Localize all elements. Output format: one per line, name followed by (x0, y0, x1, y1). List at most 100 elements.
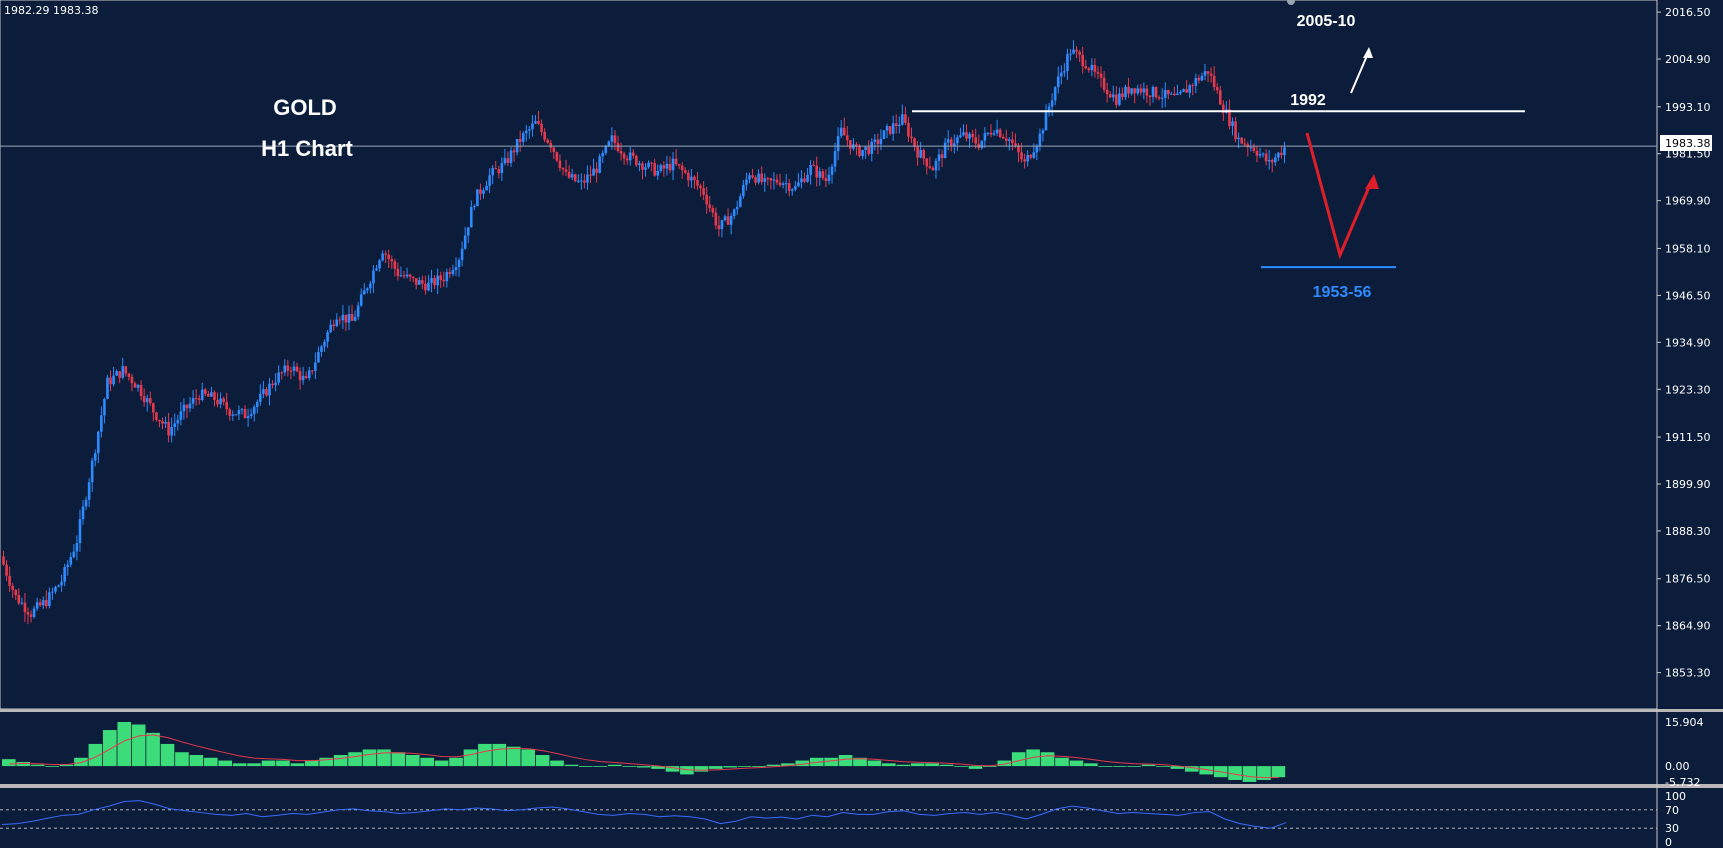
candle (971, 129, 974, 143)
macd-bar (391, 752, 406, 767)
candle (234, 414, 238, 416)
candle (888, 126, 892, 136)
candle (1163, 82, 1167, 108)
candle (366, 287, 369, 294)
macd-bar (30, 764, 45, 767)
candle (445, 268, 449, 288)
candle (528, 126, 531, 139)
macd-tick-label: -5.732 (1665, 776, 1700, 789)
candle (653, 158, 656, 177)
candle (589, 165, 592, 183)
price-tick-label: 1923.30 (1665, 383, 1711, 396)
candle (191, 390, 195, 409)
candle (506, 151, 510, 166)
macd-bar (867, 760, 882, 767)
candle (356, 301, 360, 320)
candle (683, 167, 687, 175)
macd-bar (261, 760, 276, 767)
candle (399, 266, 403, 278)
candle (176, 414, 180, 431)
candle (687, 169, 690, 187)
candle (421, 275, 424, 290)
candle (87, 478, 91, 507)
candle (907, 116, 910, 143)
macd-bar (954, 766, 968, 767)
macd-bar (362, 749, 377, 767)
candle (243, 405, 247, 419)
candle (772, 172, 776, 190)
candle (613, 129, 617, 151)
candle (390, 255, 394, 269)
candle (1157, 95, 1161, 101)
candle (616, 135, 620, 153)
candle (735, 200, 739, 215)
macd-bar (694, 766, 709, 772)
candle (925, 157, 929, 175)
candle (650, 161, 653, 172)
candle (1124, 84, 1127, 101)
rsi-tick-label: 30 (1665, 822, 1679, 835)
candle (1160, 88, 1164, 109)
scroll-marker[interactable] (1287, 0, 1295, 5)
candle (989, 124, 993, 138)
candle (338, 316, 342, 325)
candle (1139, 84, 1143, 96)
candle (66, 560, 70, 576)
macd-bar (45, 766, 59, 767)
candle (745, 172, 748, 191)
candle (448, 267, 452, 278)
macd-bar (1242, 766, 1257, 782)
candle (106, 374, 109, 400)
macd-bar (319, 757, 334, 767)
candle (136, 384, 140, 392)
candle (827, 167, 831, 185)
macd-bar (939, 764, 954, 767)
candle (1206, 70, 1210, 83)
candle (341, 305, 345, 330)
macd-bar (59, 764, 74, 767)
macd-bar (1170, 766, 1185, 769)
candle (1280, 145, 1283, 159)
macd-bar (218, 760, 233, 767)
candle (237, 405, 241, 421)
candle (246, 408, 250, 427)
candle (751, 168, 754, 179)
candle (742, 179, 745, 199)
candle (460, 241, 464, 267)
macd-bar (434, 760, 449, 767)
candle (1261, 152, 1265, 158)
candle (179, 402, 183, 426)
macd-bar (377, 749, 391, 767)
candle (482, 187, 485, 199)
candle (928, 156, 932, 170)
candle (1191, 83, 1195, 96)
candle (1228, 99, 1231, 130)
candle (717, 215, 721, 237)
candle (864, 146, 867, 159)
candle (540, 119, 543, 136)
candle (1255, 146, 1259, 163)
macd-bar (1055, 757, 1069, 767)
candle (372, 264, 375, 293)
macd-panel (0, 712, 1657, 784)
candle (573, 173, 577, 183)
candle (20, 597, 24, 606)
candle (262, 381, 265, 399)
candle (231, 410, 235, 421)
macd-bar (824, 757, 838, 767)
candle (647, 160, 650, 169)
candle (699, 183, 702, 197)
header-bid-ask: 1982.29 1983.38 (4, 4, 98, 17)
candle (1115, 86, 1118, 109)
candle (405, 267, 409, 279)
candle (130, 373, 134, 392)
macd-bar (1257, 766, 1271, 780)
candle (1127, 78, 1130, 98)
candle (311, 369, 314, 375)
candle (41, 596, 45, 609)
macd-bar (925, 763, 939, 767)
candle (861, 149, 864, 160)
candle (644, 163, 647, 177)
candle (570, 168, 574, 181)
